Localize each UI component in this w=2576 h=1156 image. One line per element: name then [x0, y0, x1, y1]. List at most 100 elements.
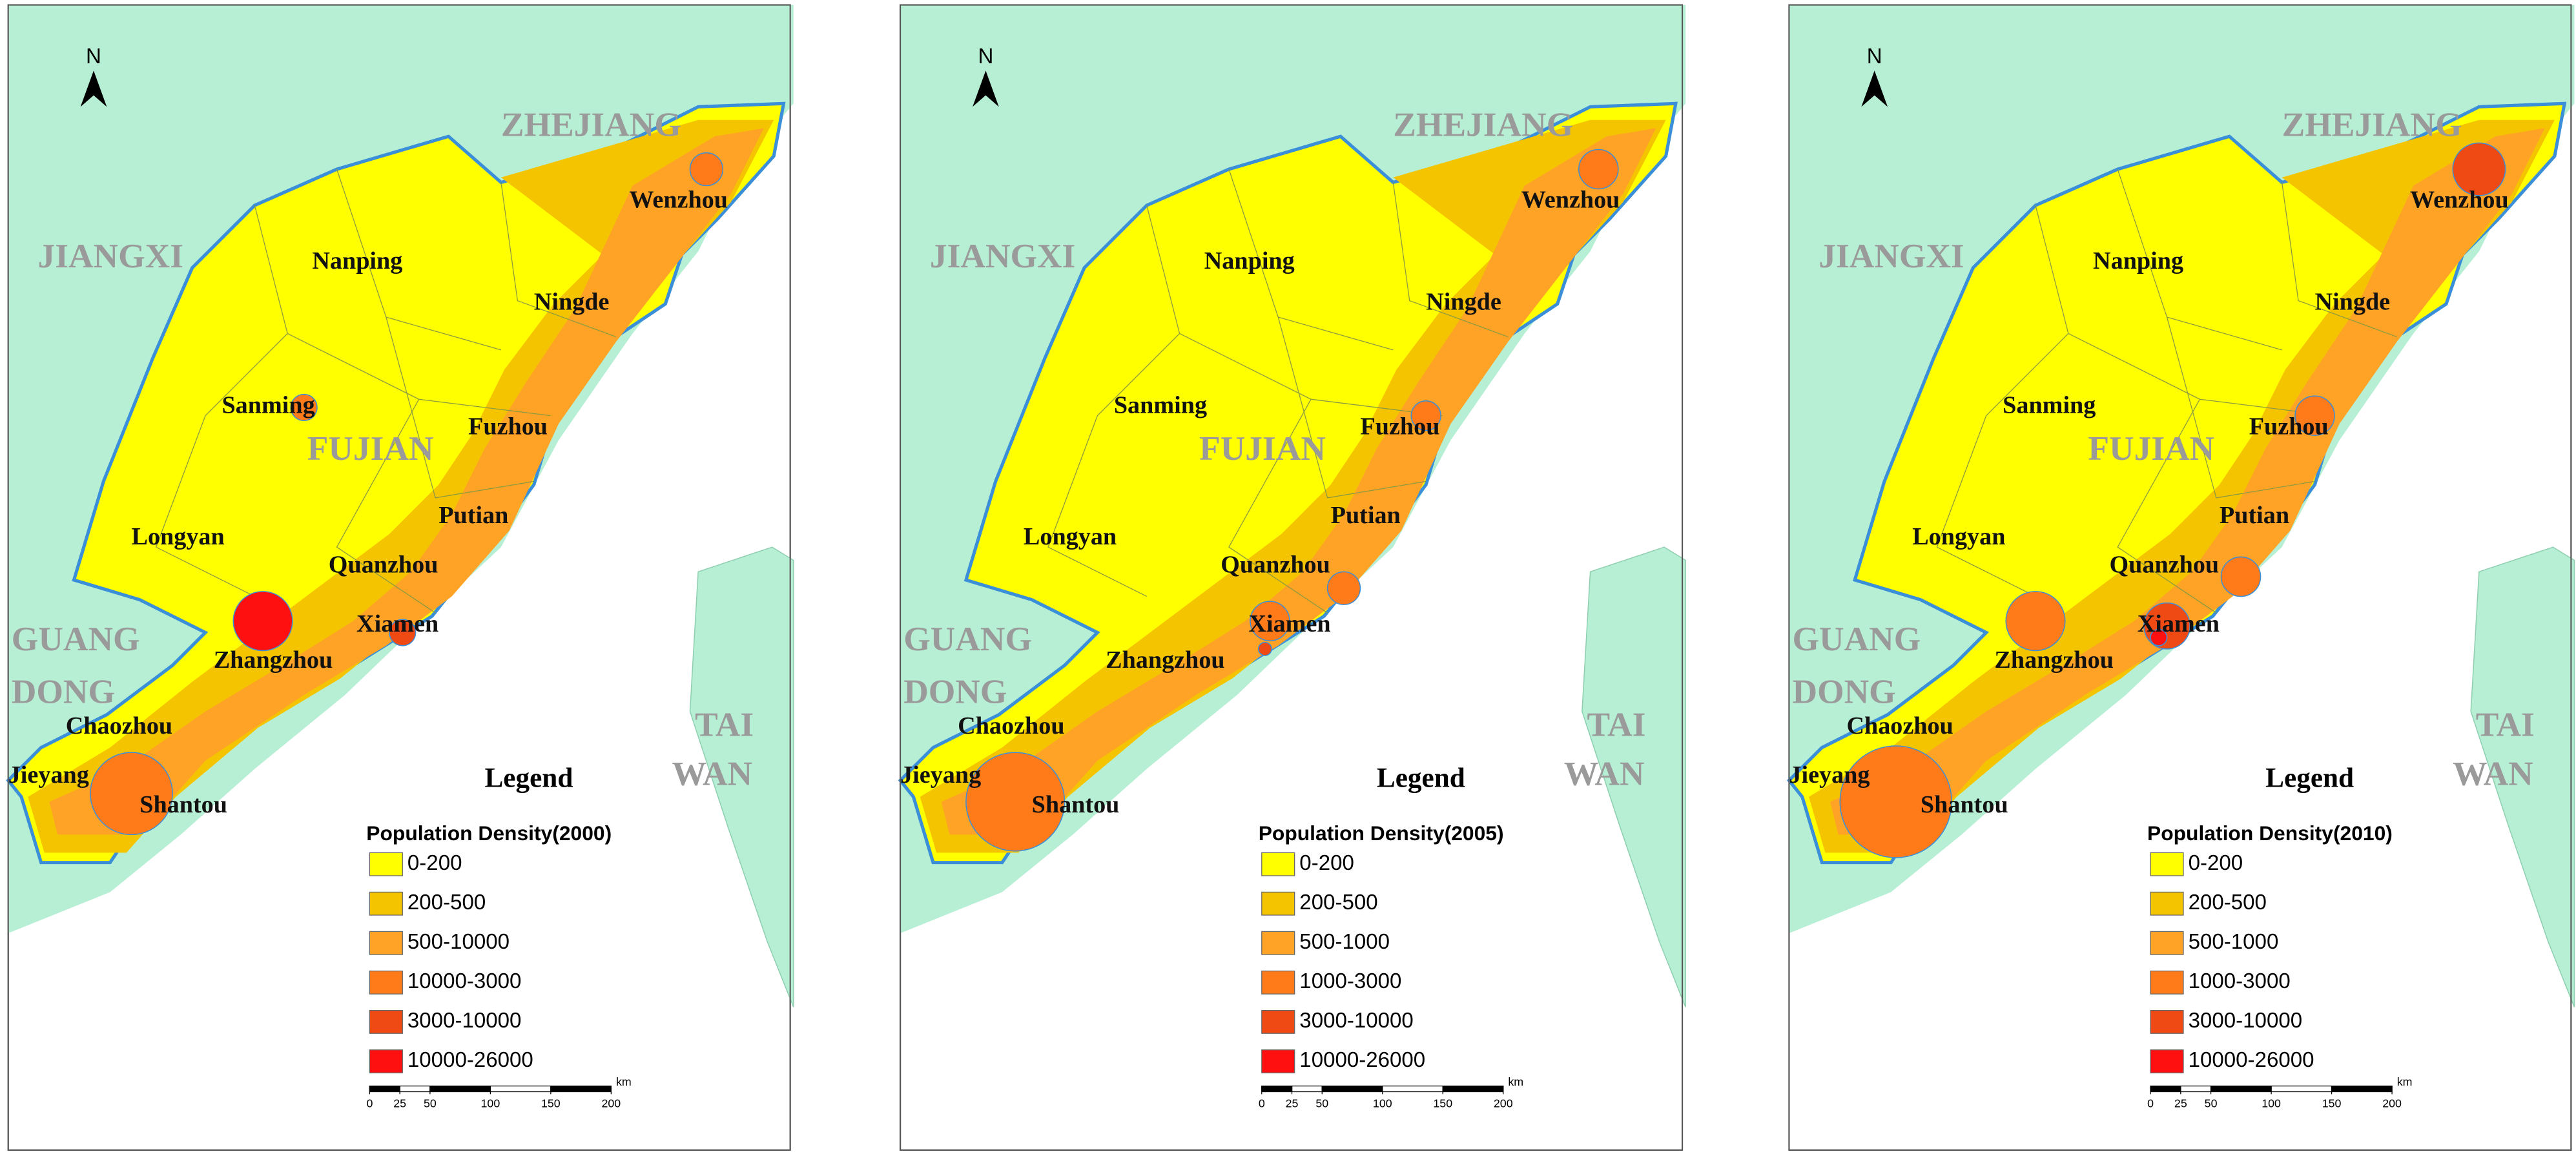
density-hotspot: [232, 591, 293, 652]
legend-label: 10000-3000: [407, 969, 522, 993]
region-label: ZHEJIANG: [1393, 105, 1573, 144]
city-label: Ningde: [534, 288, 610, 315]
scale-unit: km: [616, 1075, 632, 1088]
city-label: Wenzhou: [2410, 187, 2509, 214]
scale-label: 200: [1494, 1097, 1513, 1110]
legend-swatch: [369, 970, 403, 995]
legend-swatch: [369, 931, 403, 955]
legend-label: 0-200: [1299, 851, 1354, 875]
density-hotspot: [1257, 641, 1272, 656]
region-label: WAN: [672, 754, 752, 793]
legend-swatch: [369, 1049, 403, 1073]
legend-swatch: [1261, 1009, 1295, 1034]
panel-border: [900, 4, 1684, 1151]
scale-segment: [2210, 1085, 2272, 1093]
city-label: Jieyang: [8, 761, 89, 789]
legend-label: 1000-3000: [2189, 969, 2291, 993]
city-label: Longyan: [1912, 523, 2005, 550]
city-label: Longyan: [132, 523, 225, 550]
city-label: Nanping: [1204, 247, 1295, 274]
city-label: Nanping: [2093, 247, 2183, 274]
density-hotspot: [2452, 142, 2506, 196]
legend-label: 500-10000: [407, 930, 510, 954]
region-label: JIANGXI: [1819, 236, 1964, 275]
scale-label: 50: [1315, 1097, 1328, 1110]
scale-unit: km: [1508, 1075, 1523, 1088]
legend-swatch: [2150, 931, 2184, 955]
legend-swatch: [2150, 852, 2184, 876]
scale-label: 150: [1433, 1097, 1452, 1110]
region-label: DONG: [1793, 672, 1896, 710]
density-hotspot: [1250, 601, 1290, 641]
city-label: Putian: [1331, 502, 1401, 529]
scale-label: 25: [2174, 1097, 2187, 1110]
legend-swatch: [2150, 970, 2184, 995]
legend-swatch: [2150, 1049, 2184, 1073]
legend-label: 3000-10000: [2189, 1009, 2303, 1033]
legend-label: 1000-3000: [1299, 969, 1401, 993]
scale-label: 100: [1373, 1097, 1392, 1110]
region-label: FUJIAN: [307, 429, 434, 468]
legend-label: 0-200: [407, 851, 462, 875]
scale-segment: [1261, 1085, 1293, 1093]
region-label: FUJIAN: [2088, 429, 2214, 468]
scale-segment: [1382, 1085, 1443, 1093]
city-label: Shantou: [1032, 791, 1120, 818]
city-label: Chaozhou: [1846, 712, 1953, 739]
scale-segment: [2271, 1085, 2333, 1093]
city-label: Wenzhou: [1521, 187, 1620, 214]
city-label: Xiamen: [356, 610, 438, 637]
scale-segment: [550, 1085, 612, 1093]
city-label: Chaozhou: [958, 712, 1064, 739]
region-label: WAN: [2453, 754, 2533, 793]
region-label: TAI: [695, 705, 754, 743]
density-hotspot: [2150, 628, 2168, 646]
legend-swatch: [369, 891, 403, 916]
map-panel: N ZHEJIANG Wenzhou JIANGXI Nanping Ningde Sanm…: [1789, 5, 2574, 1151]
scale-segment: [1291, 1085, 1323, 1093]
legend-label: 10000-26000: [2189, 1048, 2314, 1072]
city-label: Wenzhou: [629, 187, 728, 214]
map-area: [8, 5, 794, 1007]
north-label: N: [86, 45, 101, 68]
region-label: TAI: [2476, 705, 2535, 743]
city-label: Ningde: [2315, 288, 2391, 315]
density-hotspot: [90, 752, 173, 836]
city-label: Xiamen: [2138, 610, 2220, 637]
density-hotspot: [689, 152, 724, 187]
scale-label: 25: [393, 1097, 406, 1110]
city-label: Xiamen: [1248, 610, 1330, 637]
legend-swatch: [1261, 970, 1295, 995]
city-label: Longyan: [1024, 523, 1117, 550]
density-hotspot: [2220, 556, 2262, 597]
scale-label: 0: [366, 1097, 373, 1110]
region-label: GUANG: [12, 619, 140, 658]
scale-segment: [369, 1085, 400, 1093]
city-label: Zhangzhou: [1994, 646, 2114, 674]
region-label: FUJIAN: [1199, 429, 1326, 468]
legend-swatch: [1261, 891, 1295, 916]
density-hotspot: [1578, 149, 1619, 190]
legend-swatch: [2150, 891, 2184, 916]
region-label: GUANG: [1793, 619, 1921, 658]
legend-title: Population Density(2005): [1259, 821, 1504, 845]
city-label: Zhangzhou: [214, 646, 333, 674]
scale-segment: [399, 1085, 431, 1093]
legend-heading: Legend: [484, 762, 573, 793]
city-label: Shantou: [1921, 791, 2008, 818]
city-label: Jieyang: [900, 761, 981, 789]
city-label: Putian: [438, 502, 508, 529]
legend-heading: Legend: [1377, 762, 1465, 793]
city-label: Sanming: [222, 392, 314, 419]
legend-swatch: [2150, 1009, 2184, 1034]
city-label: Fuzhou: [1360, 413, 1439, 440]
north-arrow: [973, 70, 999, 107]
legend-heading: Legend: [2265, 762, 2354, 793]
city-label: Chaozhou: [66, 712, 172, 739]
legend-label: 200-500: [407, 891, 486, 914]
city-label: Quanzhou: [329, 551, 438, 578]
map-panel: N ZHEJIANG Wenzhou JIANGXI Nanping Ningde Sanm…: [900, 4, 1685, 1151]
city-label: Zhangzhou: [1106, 646, 1225, 674]
scale-segment: [489, 1085, 551, 1093]
